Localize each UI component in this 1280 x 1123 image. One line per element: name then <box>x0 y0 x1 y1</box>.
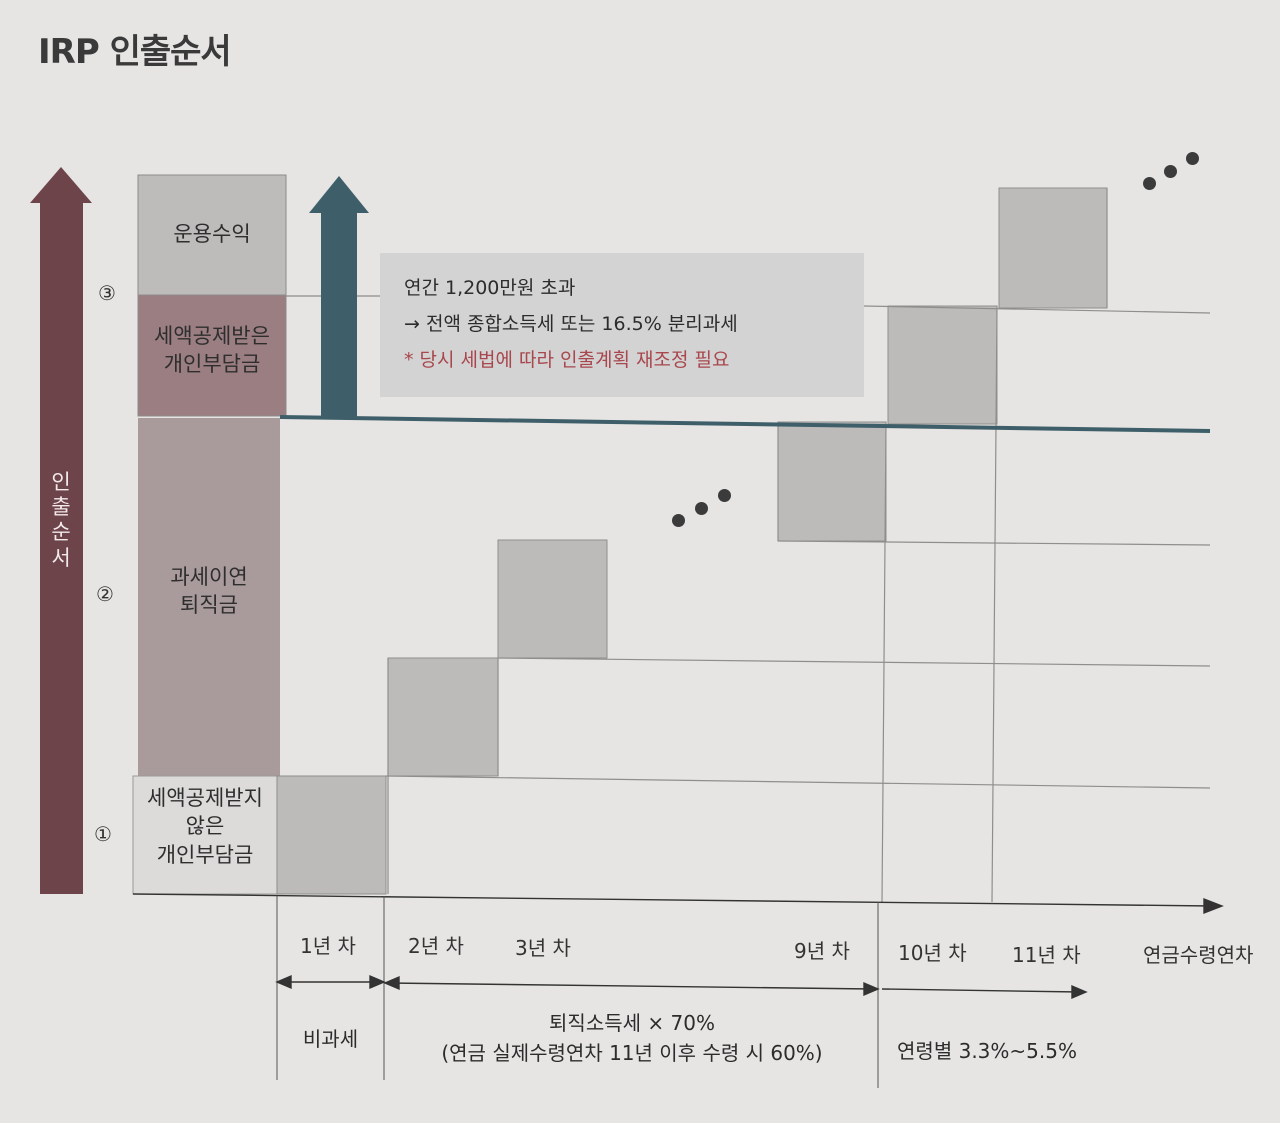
threshold-line <box>279 415 1211 433</box>
dot <box>718 489 731 502</box>
tax-free-period-arrow <box>275 974 386 990</box>
axis-label-char: 서 <box>51 545 71 570</box>
label-line: 퇴직금 <box>180 593 238 618</box>
label-line: 않은 <box>185 814 225 839</box>
label-line: 세액공제받지 <box>147 786 263 810</box>
year3-block <box>497 539 608 659</box>
year2-block <box>387 657 499 777</box>
year-10-label: 10년 차 <box>898 941 967 965</box>
dot <box>695 502 708 515</box>
age-rate-note: 연령별 3.3%~5.5% <box>897 1039 1077 1063</box>
dot <box>1186 152 1199 165</box>
deducted-contribution-label: 세액공제받은 개인부담금 <box>138 322 286 379</box>
year1-block <box>276 775 387 895</box>
age-rate-period-arrow <box>881 984 1088 1000</box>
axis-label-char: 순 <box>51 520 71 545</box>
note-line: 퇴직소득세 × 70% <box>549 1011 715 1035</box>
withdrawal-order-arrow <box>30 167 92 894</box>
retirement-tax-period-arrow <box>383 975 880 997</box>
dot <box>672 514 685 527</box>
nondeducted-contribution-label: 세액공제받지 않은 개인부담금 <box>133 784 277 869</box>
label-line: 개인부담금 <box>156 842 254 867</box>
label-line: 개인부담금 <box>163 352 261 377</box>
note-line: (연금 실제수령연차 11년 이후 수령 시 60%) <box>441 1041 823 1065</box>
grid-lines <box>286 188 1211 903</box>
order-marker-2: ② <box>96 582 114 606</box>
axis-label-char: 인 <box>51 470 71 494</box>
year-9-label: 9년 차 <box>794 939 850 963</box>
retirement-pay-label: 과세이연 퇴직금 <box>138 563 280 620</box>
nondeducted-contribution-block <box>132 775 278 895</box>
year-2-label: 2년 차 <box>408 934 464 958</box>
year-11-label: 11년 차 <box>1012 943 1081 967</box>
label-line: 세액공제받은 <box>154 324 270 348</box>
order-marker-1: ① <box>94 822 112 846</box>
tax-free-note: 비과세 <box>302 1027 359 1051</box>
dot <box>1143 177 1156 190</box>
excess-arrow <box>309 176 369 417</box>
year11-block <box>998 187 1108 309</box>
deducted-contribution-block <box>137 294 287 417</box>
year9-block <box>777 421 887 542</box>
callout-line-1: 연간 1,200만원 초과 <box>404 277 576 299</box>
year-1-label: 1년 차 <box>300 934 356 958</box>
pension-year-axis-label: 연금수령연차 <box>1143 943 1254 967</box>
year-3-label: 3년 차 <box>515 936 571 960</box>
excess-callout: 연간 1,200만원 초과 → 전액 종합소득세 또는 16.5% 분리과세 *… <box>380 253 864 397</box>
x-axis <box>132 893 1224 915</box>
label-line: 과세이연 <box>170 565 248 589</box>
period-separators <box>276 896 879 1088</box>
order-marker-3: ③ <box>98 281 116 305</box>
year10-block <box>887 305 998 425</box>
retirement-pay-block <box>138 418 280 776</box>
axis-label-char: 출 <box>51 495 71 520</box>
returns-label: 운용수익 <box>173 222 251 246</box>
withdrawal-order-label: 인 출 순 서 <box>47 470 75 571</box>
dot <box>1164 165 1177 178</box>
retirement-tax-note: 퇴직소득세 × 70% (연금 실제수령연차 11년 이후 수령 시 60%) <box>386 1008 878 1068</box>
diagram-title: IRP 인출순서 <box>38 32 232 72</box>
callout-line-3: * 당시 세법에 따라 인출계획 재조정 필요 <box>404 349 730 371</box>
callout-line-2: → 전액 종합소득세 또는 16.5% 분리과세 <box>404 313 738 335</box>
